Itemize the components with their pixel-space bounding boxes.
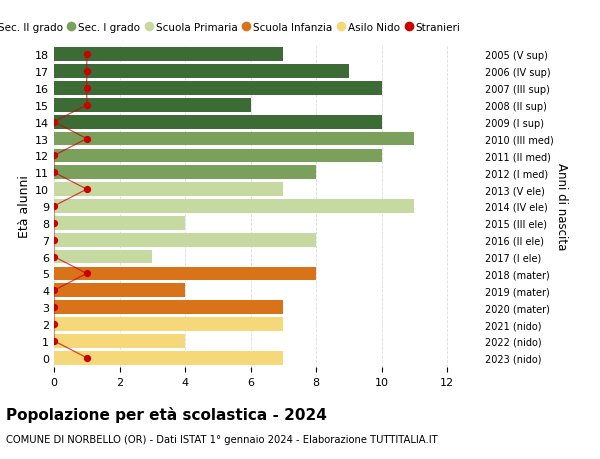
Bar <box>54 267 316 281</box>
Bar <box>54 217 185 230</box>
Point <box>82 135 92 143</box>
Point <box>82 186 92 193</box>
Point <box>82 270 92 278</box>
Y-axis label: Anni di nascita: Anni di nascita <box>554 163 568 250</box>
Point <box>82 68 92 76</box>
Point <box>49 304 59 311</box>
Point <box>82 354 92 362</box>
Point <box>82 51 92 59</box>
Point <box>49 321 59 328</box>
Bar <box>54 351 283 365</box>
Bar <box>54 65 349 79</box>
Bar <box>54 116 382 129</box>
Point <box>49 119 59 126</box>
Bar <box>54 99 251 112</box>
Point <box>49 169 59 177</box>
Bar <box>54 250 152 264</box>
Point <box>49 220 59 227</box>
Y-axis label: Età alunni: Età alunni <box>18 175 31 238</box>
Point <box>49 287 59 294</box>
Point <box>49 337 59 345</box>
Bar <box>54 183 283 196</box>
Legend: Sec. II grado, Sec. I grado, Scuola Primaria, Scuola Infanzia, Asilo Nido, Stran: Sec. II grado, Sec. I grado, Scuola Prim… <box>0 19 465 38</box>
Bar <box>54 233 316 247</box>
Bar <box>54 284 185 297</box>
Text: Popolazione per età scolastica - 2024: Popolazione per età scolastica - 2024 <box>6 406 327 422</box>
Bar <box>54 301 283 314</box>
Point <box>49 152 59 160</box>
Point <box>49 253 59 261</box>
Point <box>49 236 59 244</box>
Bar <box>54 82 382 95</box>
Bar <box>54 149 382 163</box>
Bar <box>54 334 185 348</box>
Point <box>82 102 92 109</box>
Bar <box>54 48 283 62</box>
Bar <box>54 166 316 180</box>
Point <box>49 203 59 210</box>
Text: COMUNE DI NORBELLO (OR) - Dati ISTAT 1° gennaio 2024 - Elaborazione TUTTITALIA.I: COMUNE DI NORBELLO (OR) - Dati ISTAT 1° … <box>6 434 437 444</box>
Bar <box>54 132 415 146</box>
Point <box>82 85 92 92</box>
Bar <box>54 318 283 331</box>
Bar <box>54 200 415 213</box>
